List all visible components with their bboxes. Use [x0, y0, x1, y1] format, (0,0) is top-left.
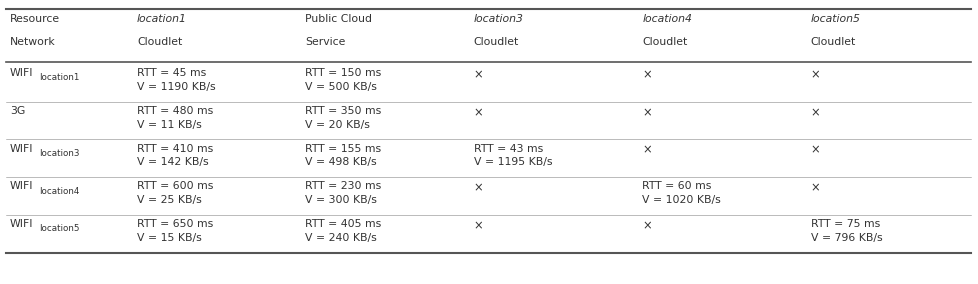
Text: RTT = 60 ms
V = 1020 KB/s: RTT = 60 ms V = 1020 KB/s	[642, 181, 720, 205]
Text: location4: location4	[39, 187, 79, 196]
Text: RTT = 405 ms
V = 240 KB/s: RTT = 405 ms V = 240 KB/s	[305, 219, 381, 243]
Text: RTT = 600 ms
V = 25 KB/s: RTT = 600 ms V = 25 KB/s	[137, 181, 213, 205]
Text: ×: ×	[810, 68, 820, 81]
Text: RTT = 75 ms
V = 796 KB/s: RTT = 75 ms V = 796 KB/s	[810, 219, 881, 243]
Text: WIFI: WIFI	[10, 219, 33, 229]
Text: location5: location5	[39, 224, 79, 233]
Text: WIFI: WIFI	[10, 144, 33, 154]
Text: Network: Network	[10, 37, 56, 47]
Text: Cloudlet: Cloudlet	[137, 37, 182, 47]
Text: ×: ×	[473, 68, 483, 81]
Text: ×: ×	[642, 106, 651, 119]
Text: RTT = 480 ms
V = 11 KB/s: RTT = 480 ms V = 11 KB/s	[137, 106, 213, 130]
Text: ×: ×	[810, 106, 820, 119]
Text: 3G: 3G	[10, 106, 25, 116]
Text: ×: ×	[642, 219, 651, 232]
Text: location3: location3	[39, 149, 79, 158]
Text: Cloudlet: Cloudlet	[810, 37, 855, 47]
Text: WIFI: WIFI	[10, 181, 33, 191]
Text: RTT = 410 ms
V = 142 KB/s: RTT = 410 ms V = 142 KB/s	[137, 144, 213, 167]
Text: Cloudlet: Cloudlet	[642, 37, 687, 47]
Text: ×: ×	[810, 144, 820, 157]
Text: RTT = 150 ms
V = 500 KB/s: RTT = 150 ms V = 500 KB/s	[305, 68, 381, 92]
Text: ×: ×	[473, 219, 483, 232]
Text: ×: ×	[642, 68, 651, 81]
Text: RTT = 43 ms
V = 1195 KB/s: RTT = 43 ms V = 1195 KB/s	[473, 144, 552, 167]
Text: ×: ×	[473, 181, 483, 195]
Text: Resource: Resource	[10, 14, 60, 24]
Text: Public Cloud: Public Cloud	[305, 14, 372, 24]
Text: location1: location1	[137, 14, 187, 24]
Text: location4: location4	[642, 14, 691, 24]
Text: RTT = 650 ms
V = 15 KB/s: RTT = 650 ms V = 15 KB/s	[137, 219, 213, 243]
Text: location5: location5	[810, 14, 860, 24]
Text: Service: Service	[305, 37, 345, 47]
Text: ×: ×	[642, 144, 651, 157]
Text: RTT = 45 ms
V = 1190 KB/s: RTT = 45 ms V = 1190 KB/s	[137, 68, 215, 92]
Text: RTT = 230 ms
V = 300 KB/s: RTT = 230 ms V = 300 KB/s	[305, 181, 381, 205]
Text: location3: location3	[473, 14, 523, 24]
Text: location1: location1	[39, 73, 79, 82]
Text: ×: ×	[810, 181, 820, 195]
Text: WIFI: WIFI	[10, 68, 33, 78]
Text: ×: ×	[473, 106, 483, 119]
Text: Cloudlet: Cloudlet	[473, 37, 518, 47]
Text: RTT = 155 ms
V = 498 KB/s: RTT = 155 ms V = 498 KB/s	[305, 144, 381, 167]
Text: RTT = 350 ms
V = 20 KB/s: RTT = 350 ms V = 20 KB/s	[305, 106, 381, 130]
